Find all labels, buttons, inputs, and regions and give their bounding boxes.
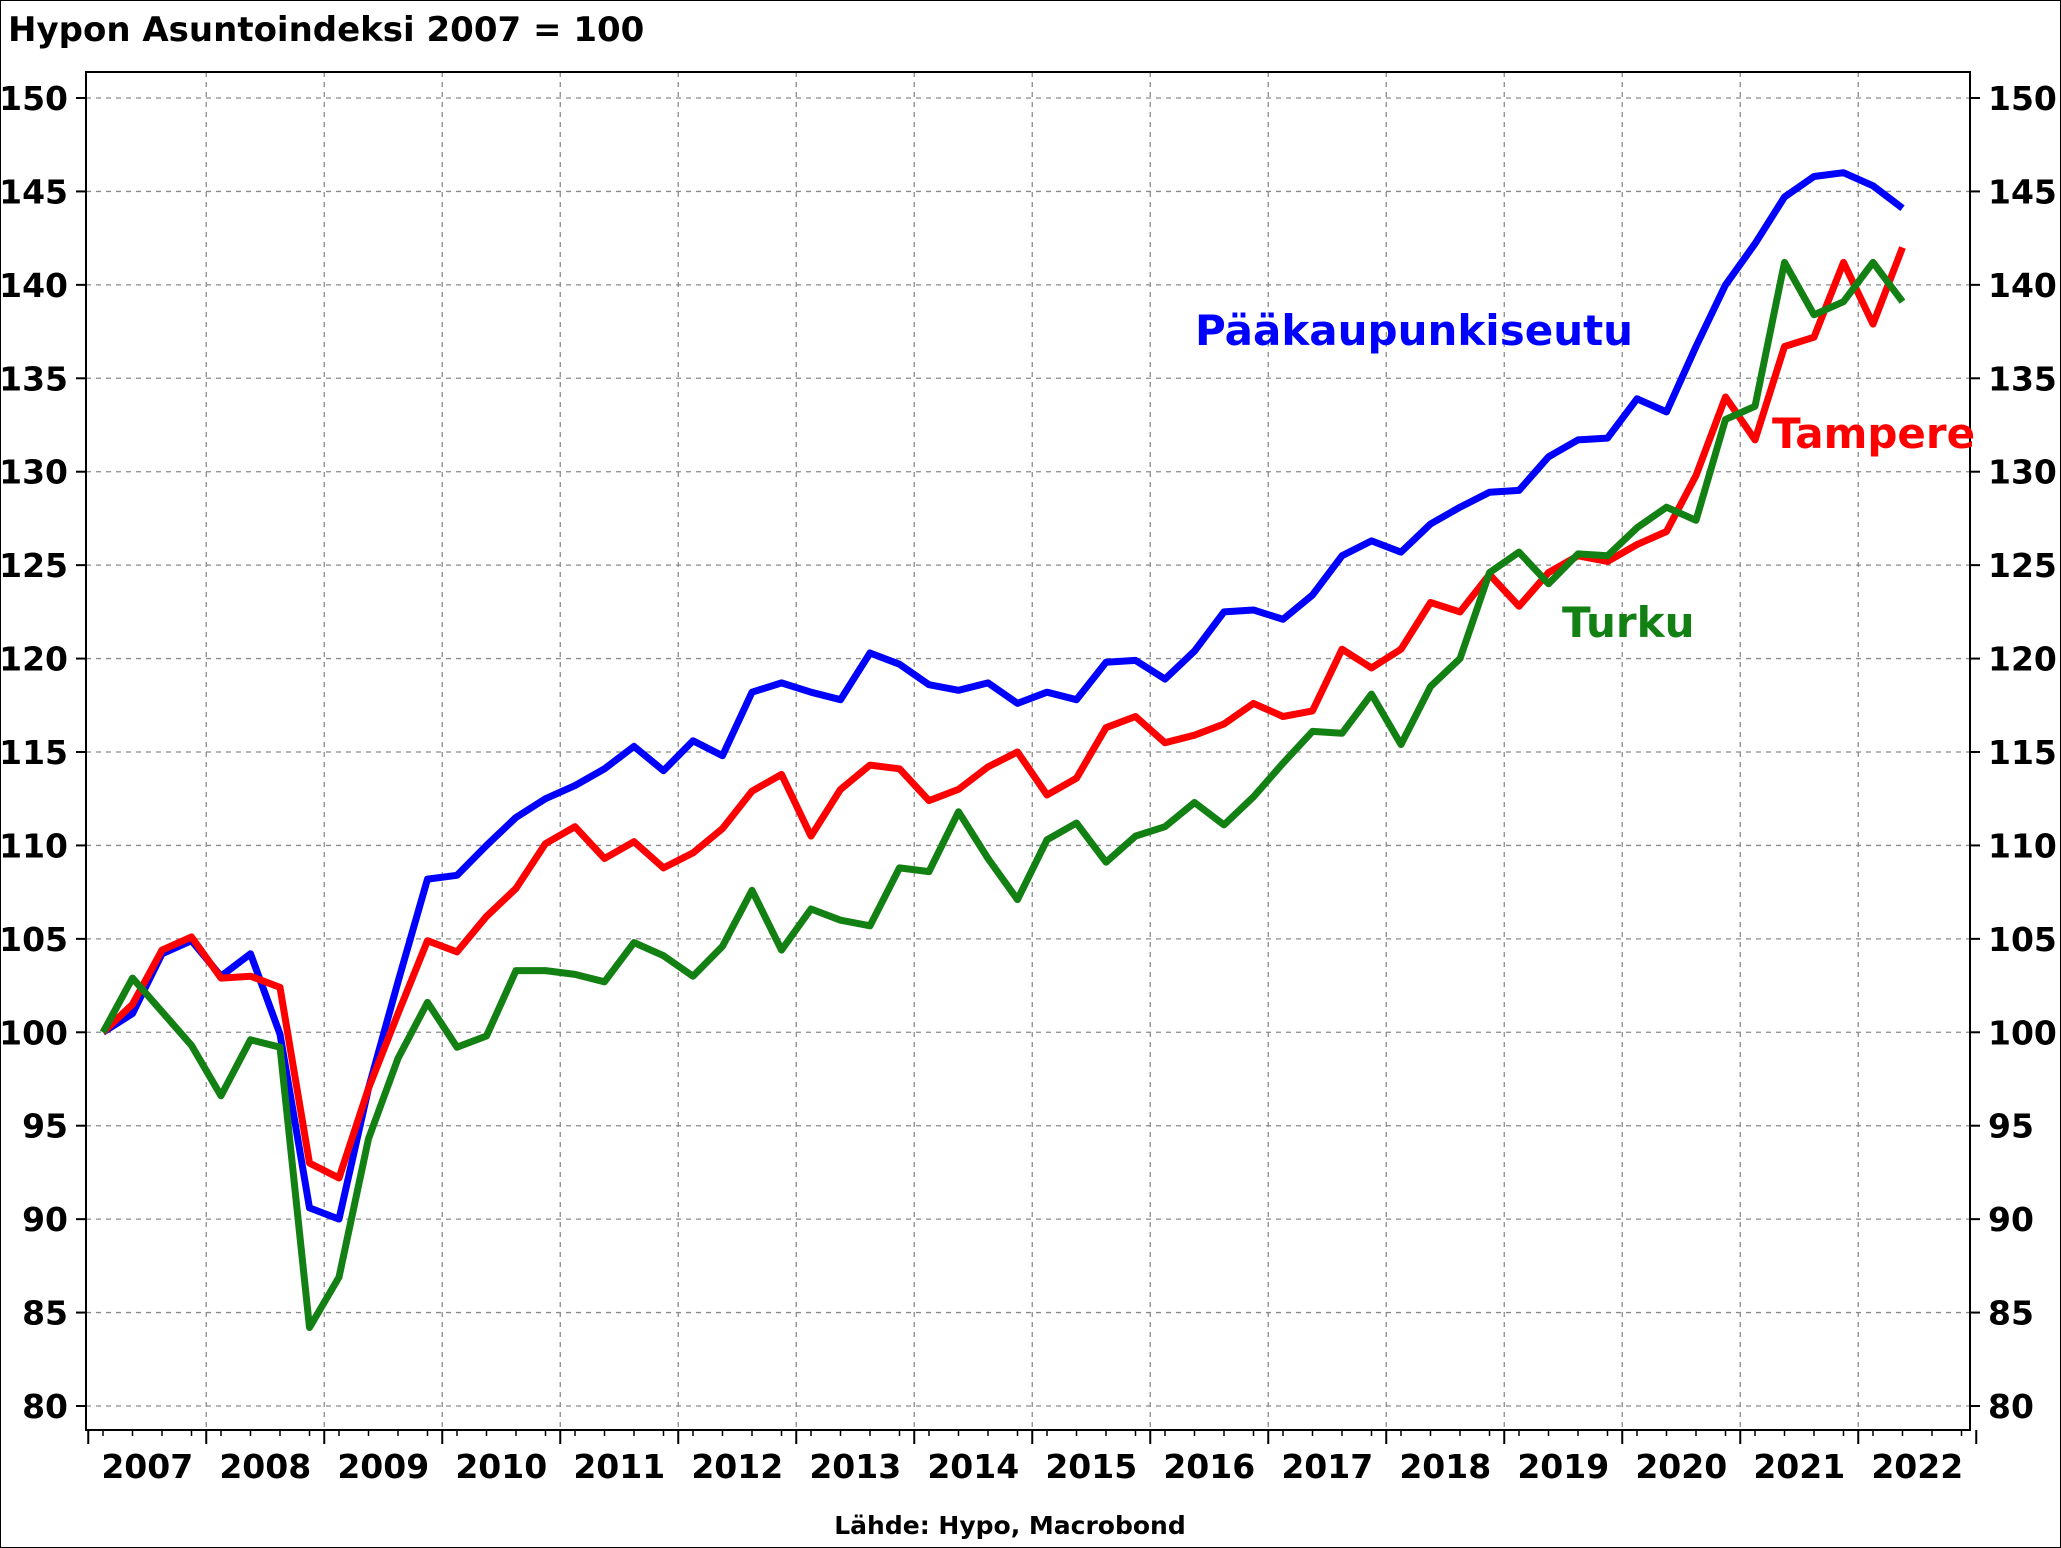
y-tick-label: 135: [1988, 359, 2057, 398]
chart-title: Hypon Asuntoindeksi 2007 = 100: [8, 10, 644, 50]
x-tick-label: 2011: [573, 1447, 665, 1486]
series-label-tampere: Tampere: [1772, 409, 1975, 458]
y-tick-label: 145: [1988, 172, 2057, 211]
y-tick-label: 125: [0, 546, 68, 585]
y-tick-label: 100: [1988, 1013, 2057, 1052]
y-tick-label: 105: [0, 920, 68, 959]
y-tick-label: 140: [0, 266, 68, 305]
y-tick-label: 135: [0, 359, 68, 398]
x-tick-label: 2017: [1281, 1447, 1373, 1486]
y-tick-label: 80: [22, 1387, 68, 1426]
source-note: Lähde: Hypo, Macrobond: [834, 1511, 1185, 1540]
y-tick-label: 145: [0, 172, 68, 211]
x-tick-label: 2013: [809, 1447, 901, 1486]
x-tick-label: 2020: [1635, 1447, 1727, 1486]
y-tick-label: 120: [1988, 640, 2057, 679]
x-tick-label: 2009: [337, 1447, 429, 1486]
series-label-turku: Turku: [1562, 598, 1694, 647]
x-tick-label: 2012: [691, 1447, 783, 1486]
y-tick-label: 85: [1988, 1294, 2034, 1333]
y-tick-label: 150: [0, 79, 68, 118]
x-tick-label: 2016: [1163, 1447, 1255, 1486]
grid: [86, 72, 1970, 1430]
series-line-paakaupunkiseutu: [101, 169, 1905, 1223]
x-tick-label: 2018: [1399, 1447, 1491, 1486]
y-tick-label: 115: [1988, 733, 2057, 772]
y-tick-label: 120: [0, 640, 68, 679]
x-tick-label: 2021: [1753, 1447, 1845, 1486]
y-tick-label: 90: [22, 1200, 68, 1239]
y-tick-label: 105: [1988, 920, 2057, 959]
x-tick-label: 2008: [219, 1447, 311, 1486]
y-tick-label: 140: [1988, 266, 2057, 305]
y-tick-label: 85: [22, 1294, 68, 1333]
y-tick-label: 115: [0, 733, 68, 772]
y-tick-label: 130: [0, 453, 68, 492]
x-axis: 2007 2008 2009 2010 2011 2012 2013 2014 2015 2016…: [87, 1430, 1978, 1486]
x-tick-label: 2014: [927, 1447, 1019, 1486]
y-tick-label: 95: [22, 1107, 68, 1146]
y-tick-label: 110: [1988, 826, 2057, 865]
x-tick-label: 2019: [1517, 1447, 1609, 1486]
y-tick-label: 90: [1988, 1200, 2034, 1239]
series-label-paakaupunkiseutu: Pääkaupunkiseutu: [1195, 306, 1633, 355]
x-tick-label: 2010: [455, 1447, 547, 1486]
x-tick-label: 2022: [1871, 1447, 1963, 1486]
y-tick-label: 150: [1988, 79, 2057, 118]
y-tick-label: 130: [1988, 453, 2057, 492]
y-tick-label: 125: [1988, 546, 2057, 585]
x-tick-label: 2015: [1045, 1447, 1137, 1486]
y-tick-label: 95: [1988, 1107, 2034, 1146]
x-tick-label: 2007: [101, 1447, 193, 1486]
series-line-tampere: [100, 246, 1906, 1182]
y-tick-label: 110: [0, 826, 68, 865]
y-tick-label: 100: [0, 1013, 68, 1052]
series-lines: [99, 169, 1906, 1331]
plot-area: [85, 71, 1971, 1431]
y-axis-left: 80 85 90 95 100 105 110 115 120 125 130 135 140 145 15…: [0, 79, 86, 1426]
y-tick-label: 80: [1988, 1387, 2034, 1426]
y-axis-right: 80 85 90 95 100 105 110 115 120 125 130 135 140 145 15…: [1970, 79, 2057, 1426]
series-line-turku: [99, 258, 1906, 1331]
